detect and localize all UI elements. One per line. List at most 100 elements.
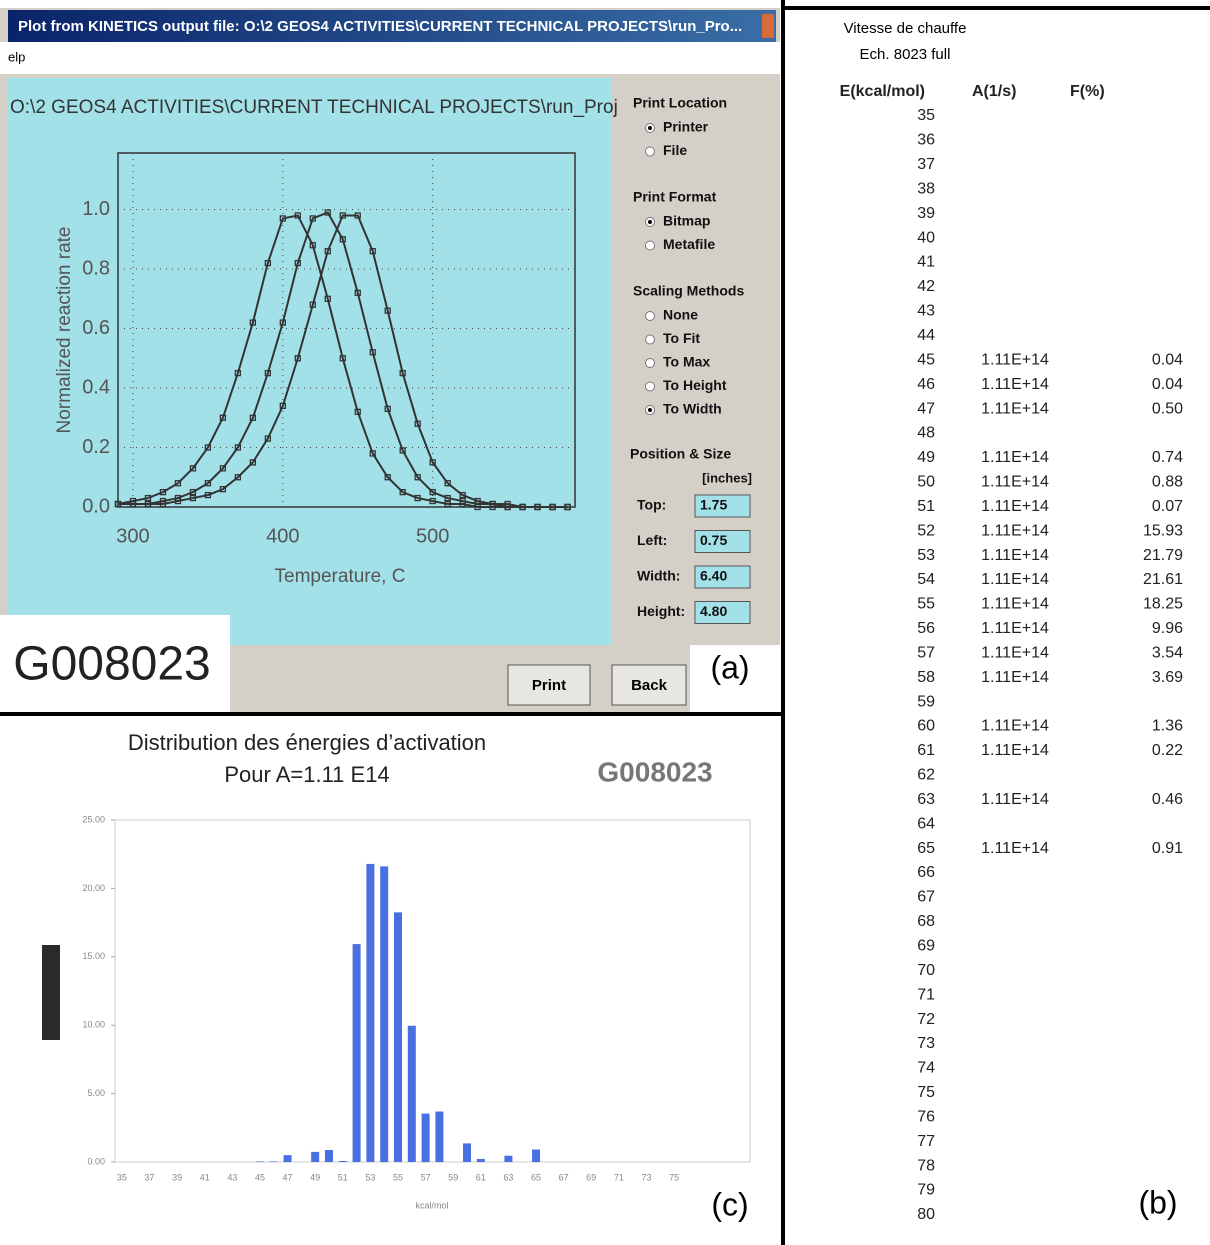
table-cell: 44 — [917, 327, 935, 344]
table-cell: 39 — [917, 205, 935, 222]
table-cell: 0.91 — [1152, 840, 1183, 857]
x-tick-label: 61 — [476, 1172, 486, 1182]
y-tick-label: 1.0 — [82, 198, 110, 220]
marker — [444, 500, 451, 508]
x-tick-label: 47 — [283, 1172, 293, 1182]
table-cell: 0.22 — [1152, 742, 1183, 759]
table-cell: 36 — [917, 132, 935, 149]
table-cell: 1.11E+14 — [981, 376, 1049, 393]
chart-title: Distribution des énergies d’activation — [128, 730, 486, 755]
x-tick-label: 37 — [145, 1172, 155, 1182]
radio-dot — [648, 220, 652, 224]
marker — [204, 444, 212, 451]
table-cell: 57 — [917, 644, 935, 661]
x-tick-label: 69 — [586, 1172, 596, 1182]
radio-label: Metafile — [663, 236, 715, 252]
y-tick-label: 0.4 — [82, 376, 110, 398]
x-tick-label: 39 — [172, 1172, 182, 1182]
table-cell: 1.11E+14 — [981, 742, 1049, 759]
marker — [369, 450, 376, 457]
field-box[interactable] — [694, 494, 751, 518]
marker — [129, 500, 137, 508]
marker — [279, 402, 286, 410]
sample-label: G008023 — [597, 756, 712, 787]
x-tick-label: 300 — [116, 525, 149, 547]
table-cell: 42 — [917, 278, 935, 295]
decoration — [42, 945, 60, 1040]
print-button[interactable] — [507, 664, 591, 706]
table-cell: 9.96 — [1152, 620, 1183, 637]
marker — [159, 488, 167, 496]
table-cell: 48 — [917, 425, 935, 442]
table-cell: 1.11E+14 — [981, 522, 1049, 539]
radio-label: To Max — [663, 354, 710, 370]
table-cell: 18.25 — [1143, 596, 1183, 613]
marker — [459, 491, 466, 499]
marker — [294, 355, 301, 362]
marker — [444, 480, 451, 487]
column-header: A(1/s) — [972, 83, 1016, 100]
radio-label: To Height — [663, 377, 727, 393]
radio[interactable] — [645, 334, 655, 345]
x-tick-label: 400 — [266, 525, 299, 547]
x-axis-label: kcal/mol — [415, 1200, 448, 1210]
x-tick-label: 35 — [117, 1172, 127, 1182]
field-box[interactable] — [694, 530, 751, 553]
marker — [399, 488, 406, 496]
field-box[interactable] — [694, 565, 751, 589]
radio[interactable] — [645, 311, 655, 321]
radio[interactable] — [645, 146, 655, 157]
field-box[interactable] — [694, 601, 751, 624]
radio[interactable] — [645, 240, 655, 251]
table-cell: 1.11E+14 — [981, 620, 1049, 637]
bar — [532, 1149, 541, 1162]
marker — [189, 494, 197, 502]
table-cell: 76 — [917, 1108, 935, 1125]
table-title: Vitesse de chauffe — [844, 20, 967, 37]
table-cell: 68 — [917, 913, 935, 930]
table-cell: 0.07 — [1152, 498, 1183, 515]
x-tick-label: 63 — [503, 1172, 513, 1182]
marker — [204, 491, 212, 499]
x-tick-label: 65 — [531, 1172, 541, 1182]
table-cell: 75 — [917, 1084, 935, 1101]
table-cell: 21.79 — [1143, 547, 1183, 564]
x-tick-label: 75 — [669, 1172, 679, 1182]
column-header: E(kcal/mol) — [840, 83, 925, 100]
marker — [519, 503, 526, 511]
bar — [338, 1161, 347, 1162]
x-tick-label: 55 — [393, 1172, 403, 1182]
marker — [339, 236, 346, 243]
marker — [384, 307, 391, 314]
table-cell: 1.11E+14 — [981, 351, 1049, 368]
marker — [459, 497, 466, 505]
table-cell: 54 — [917, 571, 935, 588]
radio[interactable] — [645, 381, 655, 392]
back-button[interactable] — [611, 664, 687, 706]
table-cell: 21.61 — [1143, 571, 1183, 588]
table-cell: 1.11E+14 — [981, 669, 1049, 686]
table-cell: 1.11E+14 — [981, 498, 1049, 515]
table-cell: 1.11E+14 — [981, 718, 1049, 735]
x-tick-label: 41 — [200, 1172, 210, 1182]
table-cell: 1.11E+14 — [981, 449, 1049, 466]
field-label: Height: — [637, 603, 685, 619]
table-cell: 49 — [917, 449, 935, 466]
marker — [414, 420, 421, 427]
close-button[interactable] — [762, 14, 774, 38]
marker — [309, 215, 316, 222]
table-cell: 69 — [917, 937, 935, 954]
marker — [219, 465, 227, 472]
marker — [249, 459, 257, 466]
table-cell: 1.11E+14 — [981, 547, 1049, 564]
field-value: 0.75 — [700, 532, 727, 548]
radio[interactable] — [645, 358, 655, 368]
table-cell: 50 — [917, 474, 935, 491]
table-cell: 61 — [917, 742, 935, 759]
table-subtitle: Ech. 8023 full — [860, 46, 951, 63]
marker — [279, 215, 286, 222]
table-cell: 71 — [917, 986, 935, 1003]
table-cell: 74 — [917, 1060, 935, 1077]
marker — [549, 503, 556, 511]
button-label: Back — [631, 677, 668, 694]
